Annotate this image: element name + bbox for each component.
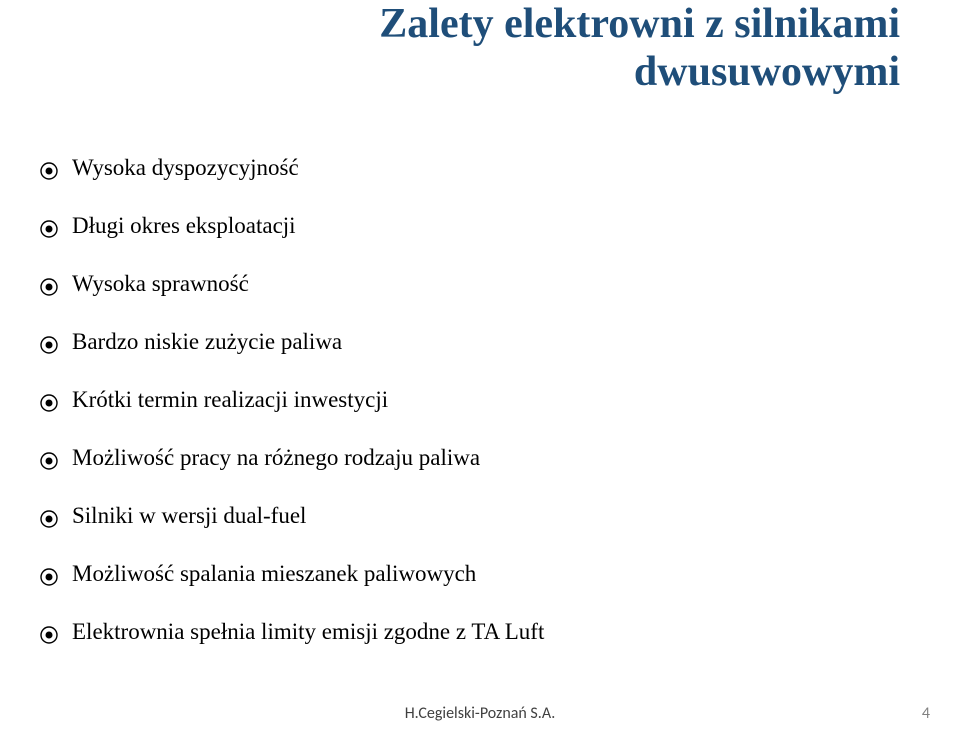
bullet-item: Możliwość spalania mieszanek paliwowych (40, 561, 900, 591)
bullet-text: Elektrownia spełnia limity emisji zgodne… (72, 619, 900, 645)
bullet-item: Możliwość pracy na różnego rodzaju paliw… (40, 445, 900, 475)
footer-text: H.Cegielski-Poznań S.A. (0, 704, 960, 723)
bullet-text: Możliwość spalania mieszanek paliwowych (72, 561, 900, 587)
bullet-item: Elektrownia spełnia limity emisji zgodne… (40, 619, 900, 649)
bullet-text: Wysoka dyspozycyjność (72, 155, 900, 181)
bullet-item: Wysoka sprawność (40, 271, 900, 301)
bullet-text: Krótki termin realizacji inwestycji (72, 387, 900, 413)
target-bullet-icon (40, 162, 58, 185)
bullet-text: Możliwość pracy na różnego rodzaju paliw… (72, 445, 900, 471)
target-bullet-icon (40, 452, 58, 475)
title-line-2: dwusuwowymi (379, 48, 900, 96)
bullet-text: Silniki w wersji dual-fuel (72, 503, 900, 529)
bullet-item: Długi okres eksploatacji (40, 213, 900, 243)
bullet-text: Wysoka sprawność (72, 271, 900, 297)
page-number: 4 (922, 704, 930, 723)
bullet-text: Bardzo niskie zużycie paliwa (72, 329, 900, 355)
target-bullet-icon (40, 220, 58, 243)
target-bullet-icon (40, 568, 58, 591)
slide-title: Zalety elektrowni z silnikami dwusuwowym… (379, 0, 900, 97)
target-bullet-icon (40, 394, 58, 417)
bullet-item: Wysoka dyspozycyjność (40, 155, 900, 185)
target-bullet-icon (40, 626, 58, 649)
bullet-item: Silniki w wersji dual-fuel (40, 503, 900, 533)
target-bullet-icon (40, 510, 58, 533)
target-bullet-icon (40, 336, 58, 359)
title-line-1: Zalety elektrowni z silnikami (379, 0, 900, 48)
target-bullet-icon (40, 278, 58, 301)
slide: Zalety elektrowni z silnikami dwusuwowym… (0, 0, 960, 741)
bullet-list: Wysoka dyspozycyjność Długi okres eksploa… (40, 155, 900, 677)
bullet-text: Długi okres eksploatacji (72, 213, 900, 239)
bullet-item: Bardzo niskie zużycie paliwa (40, 329, 900, 359)
bullet-item: Krótki termin realizacji inwestycji (40, 387, 900, 417)
